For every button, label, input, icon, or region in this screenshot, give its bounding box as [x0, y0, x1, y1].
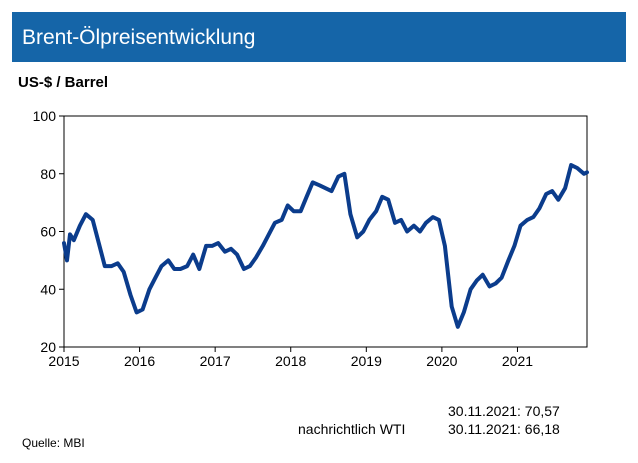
x-axis: 2015 2016 2017 2018 2019 2020 2021 [48, 347, 533, 369]
source-label: Quelle: MBI [22, 436, 85, 450]
wti-label: nachrichtlich WTI [298, 421, 406, 437]
chart-title: Brent-Ölpreisentwicklung [22, 26, 256, 49]
x-tick-label: 2019 [351, 353, 382, 369]
x-tick-label: 2020 [426, 353, 457, 369]
x-tick-label: 2021 [502, 353, 533, 369]
y-axis: 20 40 60 80 100 [33, 108, 64, 355]
brent-latest-value: 30.11.2021: 70,57 [448, 403, 560, 419]
x-tick-label: 2016 [124, 353, 155, 369]
plot-frame [63, 115, 588, 348]
y-tick-label: 100 [33, 108, 57, 124]
y-tick-label: 60 [40, 224, 56, 240]
title-bar: Brent-Ölpreisentwicklung [12, 12, 626, 62]
unit-label: US-$ / Barrel [18, 74, 109, 91]
y-tick-label: 80 [40, 166, 56, 182]
series-group [62, 163, 589, 329]
y-tick-label: 40 [40, 281, 56, 297]
series-line-brent [62, 163, 589, 329]
wti-latest-value: 30.11.2021: 66,18 [448, 421, 560, 437]
x-tick-label: 2015 [48, 353, 79, 369]
x-tick-label: 2018 [275, 353, 306, 369]
x-tick-label: 2017 [200, 353, 231, 369]
y-tick-label: 20 [40, 339, 56, 355]
